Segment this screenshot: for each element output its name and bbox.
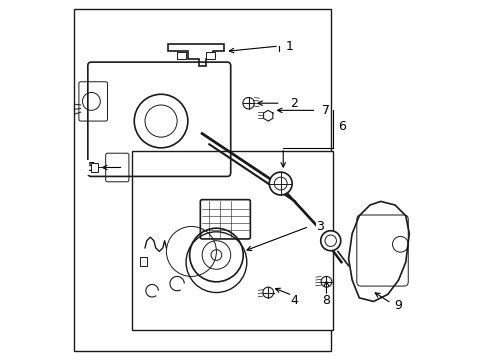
Text: 7: 7 (322, 104, 330, 117)
Bar (177, 52, 186, 59)
Bar (74, 9, 331, 351)
Text: 4: 4 (291, 294, 298, 307)
Circle shape (270, 172, 292, 195)
Text: 1: 1 (286, 40, 294, 53)
Circle shape (321, 231, 341, 251)
Text: 3: 3 (317, 220, 324, 233)
Circle shape (243, 98, 254, 109)
Bar (206, 52, 215, 59)
Bar (92, 163, 98, 172)
Text: 6: 6 (338, 120, 346, 133)
Bar (132, 152, 333, 330)
Polygon shape (264, 111, 273, 121)
Circle shape (321, 276, 332, 287)
Text: 9: 9 (394, 299, 403, 312)
Bar (140, 257, 147, 266)
Text: 8: 8 (322, 294, 330, 307)
Text: 2: 2 (290, 97, 297, 110)
Circle shape (263, 287, 273, 298)
Text: 5: 5 (88, 161, 96, 174)
